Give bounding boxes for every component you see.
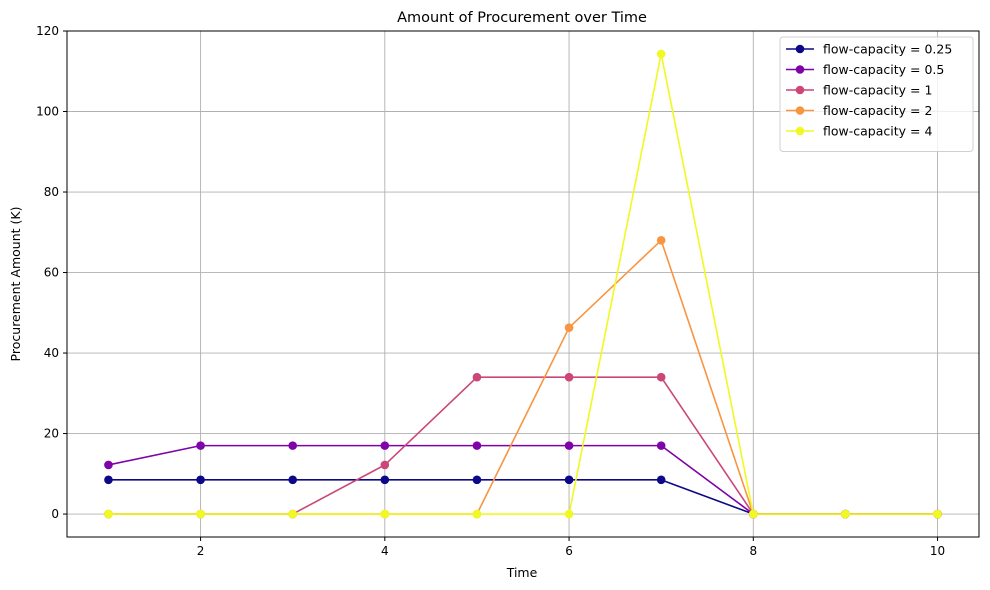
data-point xyxy=(656,49,666,59)
x-tick-label: 6 xyxy=(565,544,573,558)
data-point xyxy=(104,509,113,519)
legend-label: flow-capacity = 4 xyxy=(823,124,932,139)
data-point xyxy=(472,475,482,485)
legend-label: flow-capacity = 0.5 xyxy=(823,62,944,77)
x-tick-label: 8 xyxy=(749,544,757,558)
y-tick-label: 20 xyxy=(44,427,59,441)
series-line xyxy=(108,53,938,515)
y-tick-label: 0 xyxy=(51,507,59,521)
y-axis-label: Procurement Amount (K) xyxy=(8,207,23,362)
data-point xyxy=(380,441,390,450)
legend-marker xyxy=(795,106,805,115)
y-tick-label: 120 xyxy=(36,24,59,38)
legend: flow-capacity = 0.25 flow-capacity = 0.5 f… xyxy=(779,36,974,152)
data-point xyxy=(564,323,574,332)
data-point xyxy=(288,475,297,485)
y-tick-label: 60 xyxy=(44,266,59,280)
series-5 xyxy=(104,49,942,519)
legend-item: flow-capacity = 0.5 xyxy=(786,62,944,77)
data-point xyxy=(472,372,482,382)
data-point xyxy=(656,372,666,382)
data-point xyxy=(656,441,666,450)
data-point xyxy=(749,509,758,519)
data-point xyxy=(564,441,574,450)
legend-marker xyxy=(795,65,805,74)
data-point xyxy=(564,509,574,519)
data-point xyxy=(933,509,942,519)
legend-item: flow-capacity = 4 xyxy=(786,124,932,139)
legend-label: flow-capacity = 1 xyxy=(823,83,932,98)
series-layer xyxy=(104,49,942,519)
legend-label: flow-capacity = 0.25 xyxy=(823,42,952,57)
data-point xyxy=(104,460,113,470)
data-point xyxy=(196,441,205,450)
plot-frame xyxy=(66,30,980,538)
data-point xyxy=(564,372,574,382)
data-point xyxy=(380,460,390,470)
data-point xyxy=(841,509,850,519)
legend-item: flow-capacity = 2 xyxy=(786,103,932,118)
legend-marker xyxy=(795,126,805,136)
data-point xyxy=(380,475,390,485)
data-point xyxy=(288,441,297,450)
data-point xyxy=(104,475,113,485)
data-point xyxy=(472,441,482,450)
data-point xyxy=(564,475,574,485)
data-point xyxy=(656,236,666,245)
legend-marker xyxy=(795,44,805,54)
data-point xyxy=(656,475,666,485)
y-tick-label: 100 xyxy=(36,105,59,119)
y-tick-label: 80 xyxy=(44,185,59,199)
data-point xyxy=(380,509,390,519)
y-tick-label: 40 xyxy=(44,346,59,360)
legend-item: flow-capacity = 0.25 xyxy=(786,42,952,57)
legend-label: flow-capacity = 2 xyxy=(823,103,932,118)
chart-title: Amount of Procurement over Time xyxy=(397,10,647,26)
legend-box xyxy=(779,36,974,152)
x-tick-label: 2 xyxy=(197,544,205,558)
x-tick-label: 4 xyxy=(381,544,389,558)
data-point xyxy=(472,509,482,519)
x-tick-label: 10 xyxy=(930,544,945,558)
data-point xyxy=(196,509,205,519)
legend-item: flow-capacity = 1 xyxy=(786,83,932,98)
data-point xyxy=(196,475,205,485)
legend-marker xyxy=(795,85,805,95)
data-point xyxy=(288,509,297,519)
x-axis-label: Time xyxy=(506,565,538,580)
